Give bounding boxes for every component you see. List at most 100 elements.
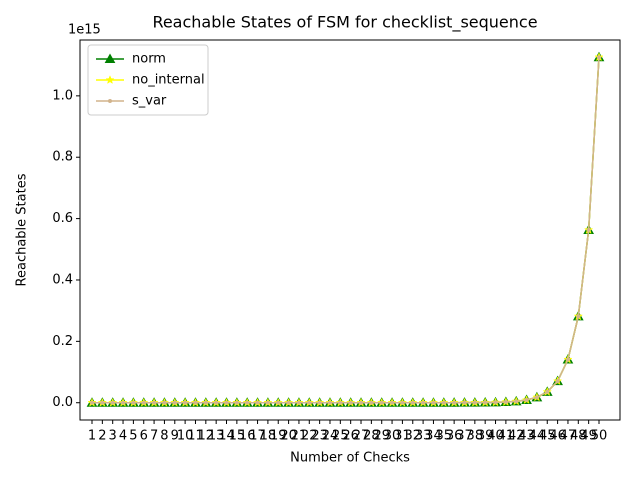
x-tick-label: 41 <box>498 429 515 444</box>
y-tick-label: 0.2 <box>52 334 73 349</box>
x-tick-label: 4 <box>119 429 127 444</box>
x-tick-label: 3 <box>109 429 117 444</box>
marker <box>234 400 239 405</box>
x-tick-label: 42 <box>508 429 525 444</box>
legend-label: norm <box>132 52 166 67</box>
marker <box>162 400 167 405</box>
marker <box>296 400 301 405</box>
x-tick-label: 20 <box>280 429 297 444</box>
legend-label: no_internal <box>132 73 205 88</box>
marker <box>286 400 291 405</box>
marker <box>503 400 508 405</box>
marker <box>410 400 415 405</box>
y-axis-label: Reachable States <box>15 173 30 286</box>
x-tick-label: 34 <box>425 429 442 444</box>
x-tick-label: 50 <box>591 429 608 444</box>
marker <box>327 400 332 405</box>
marker <box>524 398 529 403</box>
marker <box>534 395 539 400</box>
y-tick-label: 1.0 <box>52 88 73 103</box>
marker <box>483 400 488 405</box>
marker <box>265 400 270 405</box>
marker <box>472 400 477 405</box>
x-tick-label: 46 <box>549 429 566 444</box>
marker <box>493 400 498 405</box>
marker <box>131 400 136 405</box>
x-tick-label: 1 <box>88 429 96 444</box>
x-tick-label: 49 <box>580 429 597 444</box>
marker <box>183 400 188 405</box>
x-tick-label: 5 <box>129 429 137 444</box>
marker <box>338 400 343 405</box>
x-tick-label: 24 <box>322 429 339 444</box>
x-tick-label: 44 <box>529 429 546 444</box>
x-tick-label: 22 <box>301 429 318 444</box>
marker <box>224 400 229 405</box>
marker <box>214 400 219 405</box>
marker <box>452 400 457 405</box>
x-tick-label: 17 <box>249 429 266 444</box>
marker <box>586 227 591 232</box>
x-tick-label: 31 <box>394 429 411 444</box>
x-tick-label: 39 <box>477 429 494 444</box>
marker <box>596 55 601 60</box>
x-tick-label: 13 <box>208 429 225 444</box>
x-tick-label: 45 <box>539 429 556 444</box>
y-tick-label: 0.0 <box>52 395 73 410</box>
y-tick-label: 0.6 <box>52 211 73 226</box>
marker <box>379 400 384 405</box>
x-tick-label: 7 <box>150 429 158 444</box>
x-tick-label: 9 <box>171 429 179 444</box>
x-tick-label: 8 <box>160 429 168 444</box>
marker <box>555 379 560 384</box>
x-axis-label: Number of Checks <box>290 451 410 466</box>
x-tick-label: 37 <box>456 429 473 444</box>
marker <box>90 400 95 405</box>
marker <box>421 400 426 405</box>
marker <box>390 400 395 405</box>
x-tick-label: 48 <box>570 429 587 444</box>
marker <box>255 400 260 405</box>
y-tick-label: 0.8 <box>52 150 73 165</box>
x-tick-label: 19 <box>270 429 287 444</box>
x-tick-label: 40 <box>487 429 504 444</box>
y-tick-label: 0.4 <box>52 272 73 287</box>
legend-marker <box>105 75 115 84</box>
legend-box <box>87 44 209 116</box>
x-tick-label: 23 <box>311 429 328 444</box>
marker <box>203 400 208 405</box>
x-tick-label: 35 <box>436 429 453 444</box>
x-tick-label: 18 <box>260 429 277 444</box>
x-tick-label: 16 <box>239 429 256 444</box>
legend-label: s_var <box>132 94 167 109</box>
marker <box>514 399 519 404</box>
marker <box>307 400 312 405</box>
legend-marker <box>104 53 116 63</box>
x-tick-label: 26 <box>342 429 359 444</box>
marker <box>369 400 374 405</box>
marker <box>141 400 146 405</box>
marker <box>317 400 322 405</box>
x-tick-label: 2 <box>98 429 106 444</box>
marker <box>431 400 436 405</box>
marker <box>100 400 105 405</box>
plot-frame <box>79 39 621 421</box>
y-offset-label: 1e15 <box>68 23 101 38</box>
x-tick-label: 11 <box>187 429 204 444</box>
marker <box>462 400 467 405</box>
x-tick-label: 29 <box>373 429 390 444</box>
x-tick-label: 25 <box>332 429 349 444</box>
marker <box>245 400 250 405</box>
x-tick-label: 32 <box>404 429 421 444</box>
marker <box>576 314 581 319</box>
x-tick-label: 15 <box>229 429 246 444</box>
marker <box>121 400 126 405</box>
x-tick-label: 30 <box>384 429 401 444</box>
x-tick-label: 10 <box>177 429 194 444</box>
x-tick-label: 28 <box>363 429 380 444</box>
chart-title: Reachable States of FSM for checklist_se… <box>152 13 537 33</box>
x-tick-label: 21 <box>291 429 308 444</box>
marker <box>565 357 570 362</box>
marker <box>359 400 364 405</box>
